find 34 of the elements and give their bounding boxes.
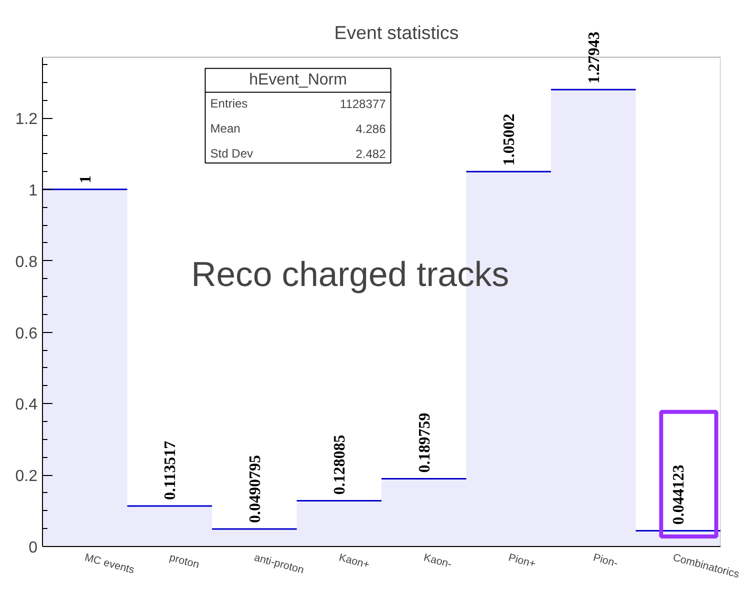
- data-label: 1.27943: [586, 32, 603, 84]
- data-label: 1: [77, 175, 94, 184]
- x-tick-label: anti-proton: [252, 552, 306, 576]
- y-tick-label: 1: [28, 182, 38, 200]
- x-tick-label: Pion+: [507, 552, 537, 570]
- y-tick-label: 0.4: [15, 396, 38, 414]
- annotation: hEvent_Norm: [249, 72, 347, 89]
- bar: [551, 90, 636, 546]
- annotation: Reco charged tracks: [191, 256, 510, 294]
- bar: [296, 500, 382, 546]
- data-label: 0.189759: [416, 412, 434, 473]
- y-tick-label: 1.2: [15, 111, 38, 128]
- data-label: 0.0490795: [246, 454, 264, 523]
- bar: [42, 189, 128, 546]
- x-tick-label: proton: [168, 552, 200, 572]
- data-label: 0.113517: [162, 440, 180, 500]
- y-tick-label: 0.8: [15, 254, 38, 271]
- x-tick-label: Kaon+: [338, 552, 371, 572]
- data-label: 1.05002: [501, 114, 518, 166]
- y-tick-label: 0: [28, 540, 38, 556]
- y-tick-label: 0.6: [15, 325, 38, 342]
- bar: [382, 478, 466, 546]
- x-tick-label: Kaon-: [422, 552, 454, 571]
- text: Entries 1128377: [210, 96, 386, 111]
- x-tick-label: MC events: [83, 552, 136, 576]
- bar: [212, 528, 297, 546]
- text: Std Dev 2.482: [210, 146, 386, 161]
- bar: [127, 506, 212, 546]
- data-label: 0.128085: [332, 434, 349, 495]
- y-tick-label: 0.2: [15, 468, 38, 486]
- data-label: 0.044123: [670, 464, 688, 525]
- chart-title: Event statistics: [334, 22, 459, 43]
- x-tick-label: Pion-: [592, 552, 620, 570]
- text: Mean 4.286: [210, 121, 386, 136]
